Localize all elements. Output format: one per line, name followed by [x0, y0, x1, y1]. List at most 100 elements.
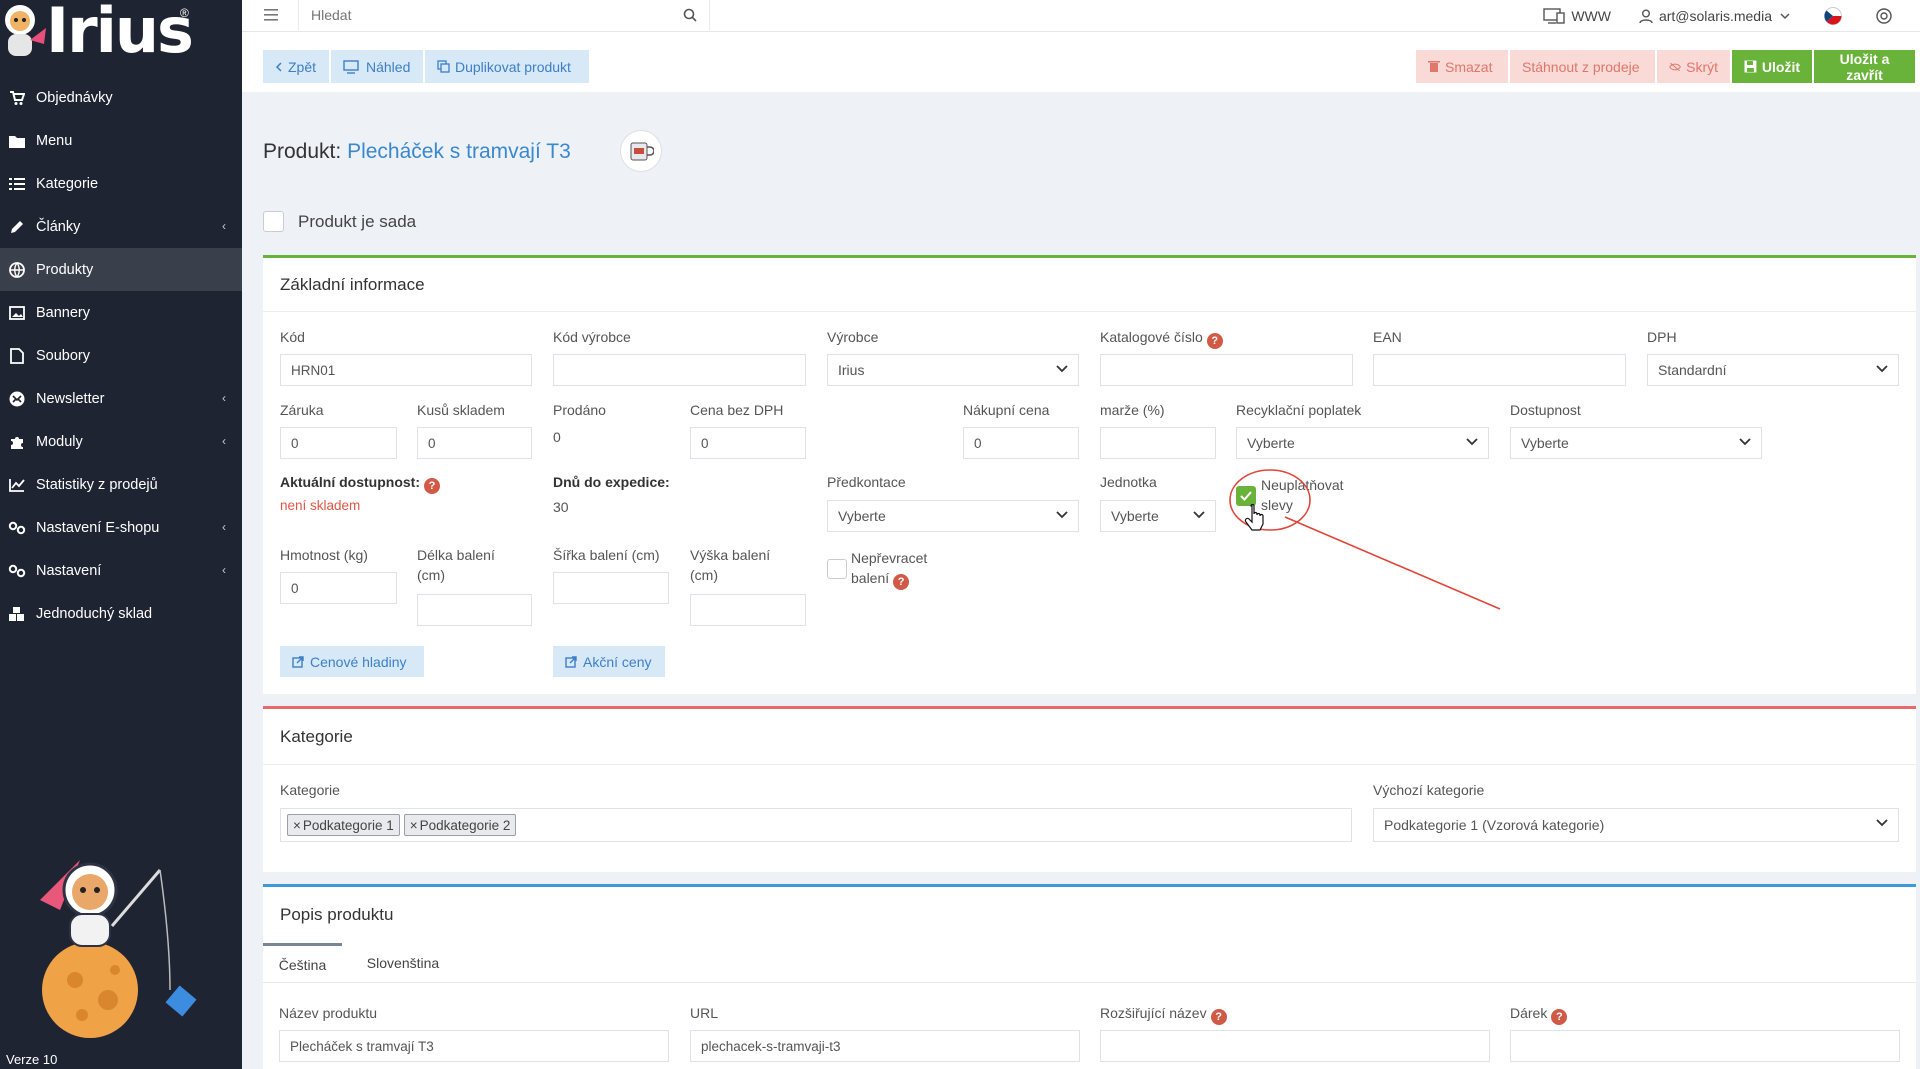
www-label: WWW	[1571, 8, 1611, 24]
chevron-down-icon	[1739, 438, 1751, 446]
language-flag[interactable]	[1824, 7, 1848, 25]
kategorie-label: Kategorie	[280, 782, 340, 798]
sidebar-item-objednavky[interactable]: Objednávky	[0, 76, 242, 119]
save-and-close-button[interactable]: Uložit a zavřít	[1814, 50, 1915, 83]
akcni-ceny-label: Akční ceny	[583, 653, 652, 670]
delete-button[interactable]: Smazat	[1416, 50, 1508, 83]
product-name-title: Plecháček s tramvají T3	[347, 140, 571, 163]
sidebar-item-label: Soubory	[36, 347, 91, 364]
logo[interactable]: Irius ®	[0, 0, 242, 70]
www-link[interactable]: WWW	[1543, 8, 1611, 24]
product-thumbnail[interactable]	[620, 130, 662, 172]
katalogove-cislo-input[interactable]	[1100, 354, 1353, 386]
neuplatnovat-slevy-checkbox[interactable]	[1236, 486, 1256, 506]
kod-vyrobce-label: Kód výrobce	[553, 329, 631, 345]
sidebar-item-soubory[interactable]: Soubory	[0, 334, 242, 377]
akcni-ceny-button[interactable]: Akční ceny	[553, 646, 665, 677]
vychozi-kategorie-select[interactable]: Podkategorie 1 (Vzorová kategorie)	[1373, 808, 1899, 842]
sidebar-item-nastaveni[interactable]: Nastavení ‹	[0, 549, 242, 592]
help-icon[interactable]: ?	[1210, 1009, 1227, 1025]
dostupnost-label: Dostupnost	[1510, 402, 1581, 418]
product-is-set-checkbox[interactable]	[263, 211, 284, 232]
sirka-baleni-input[interactable]	[553, 572, 669, 604]
copy-icon	[437, 60, 450, 73]
basic-info-card: Základní informace	[263, 255, 1916, 694]
kategorie-multiselect[interactable]: × Podkategorie 1 × Podkategorie 2	[280, 808, 1352, 842]
sidebar-item-statistiky[interactable]: Statistiky z prodejů	[0, 463, 242, 506]
preview-button[interactable]: Náhled	[331, 50, 423, 83]
predkontace-select[interactable]: Vyberte	[827, 500, 1079, 532]
marze-input[interactable]	[1100, 427, 1216, 459]
help-icon[interactable]: ?	[424, 478, 440, 494]
vyska-baleni-input[interactable]	[690, 594, 806, 626]
nazev-produktu-input[interactable]: Plecháček s tramvají T3	[279, 1030, 669, 1062]
kusu-skladem-input[interactable]: 0	[417, 427, 532, 459]
help-icon[interactable]: ?	[893, 574, 910, 590]
delka-baleni-input[interactable]	[417, 594, 532, 626]
neprevracet-baleni-line1: Nepřevracet	[851, 550, 928, 566]
sidebar-item-moduly[interactable]: Moduly ‹	[0, 420, 242, 463]
tab-cestina[interactable]: Čeština	[263, 943, 342, 983]
jednotka-select[interactable]: Vyberte	[1100, 500, 1216, 532]
tag-remove-icon[interactable]: ×	[409, 817, 418, 833]
sidebar-item-nastaveni-eshopu[interactable]: Nastavení E-shopu ‹	[0, 506, 242, 549]
basic-info-heading: Základní informace	[263, 258, 1916, 312]
top-bar: WWW art@solaris.media	[242, 0, 1920, 32]
zaruka-input[interactable]: 0	[280, 427, 397, 459]
dostupnost-select[interactable]: Vyberte	[1510, 427, 1762, 459]
dph-select[interactable]: Standardní	[1647, 354, 1899, 386]
preview-label: Náhled	[366, 58, 411, 75]
sidebar-item-kategorie[interactable]: Kategorie	[0, 162, 242, 205]
hmotnost-input[interactable]: 0	[280, 572, 397, 604]
category-tag[interactable]: × Podkategorie 2	[403, 814, 517, 836]
duplicate-product-button[interactable]: Duplikovat produkt	[425, 50, 589, 83]
user-menu[interactable]: art@solaris.media	[1639, 8, 1796, 24]
kod-vyrobce-input[interactable]	[553, 354, 806, 386]
globe-icon	[8, 261, 26, 279]
cenove-hladiny-button[interactable]: Cenové hladiny	[280, 646, 424, 677]
sidebar-item-jednoduchy-sklad[interactable]: Jednoduchý sklad	[0, 592, 242, 635]
help-icon[interactable]: ?	[1206, 333, 1223, 349]
sidebar-item-newsletter[interactable]: Newsletter ‹	[0, 377, 242, 420]
sidebar-item-menu[interactable]: Menu	[0, 119, 242, 162]
aktualni-dostupnost-label: Aktuální dostupnost:?	[280, 472, 440, 494]
ean-input[interactable]	[1373, 354, 1626, 386]
hamburger-menu-icon[interactable]	[264, 8, 280, 22]
neprevracet-baleni-checkbox[interactable]	[827, 559, 847, 579]
category-tag[interactable]: × Podkategorie 1	[287, 814, 400, 836]
withdraw-from-sale-button[interactable]: Stáhnout z prodeje	[1510, 50, 1655, 83]
rozsirujici-nazev-input[interactable]	[1100, 1030, 1490, 1062]
delka-baleni-line2: (cm)	[417, 567, 445, 583]
eye-slash-icon	[1669, 62, 1681, 71]
category-tag-label: Podkategorie 1	[302, 817, 394, 833]
vyrobce-select[interactable]: Irius	[827, 354, 1079, 386]
sidebar-item-produkty[interactable]: Produkty	[0, 248, 242, 291]
tag-remove-icon[interactable]: ×	[293, 817, 301, 833]
cena-bez-dph-input[interactable]: 0	[690, 427, 806, 459]
hide-label: Skrýt	[1686, 58, 1718, 75]
vychozi-kategorie-value: Podkategorie 1 (Vzorová kategorie)	[1384, 817, 1605, 833]
nakupni-cena-input[interactable]: 0	[963, 427, 1079, 459]
url-input[interactable]: plechacek-s-tramvaji-t3	[690, 1030, 1080, 1062]
sidebar-item-bannery[interactable]: Bannery	[0, 291, 242, 334]
nakupni-cena-label: Nákupní cena	[963, 402, 1050, 418]
back-label: Zpět	[288, 58, 317, 75]
katalogove-cislo-text: Katalogové číslo	[1100, 329, 1203, 345]
hide-button[interactable]: Skrýt	[1657, 50, 1730, 83]
back-button[interactable]: Zpět	[263, 50, 329, 83]
url-label: URL	[690, 1005, 719, 1021]
cart-icon	[8, 89, 26, 107]
sidebar-item-clanky[interactable]: Články ‹	[0, 205, 242, 248]
recyklacni-poplatek-select[interactable]: Vyberte	[1236, 427, 1489, 459]
version-label: Verze 10	[6, 1052, 58, 1067]
chevron-down-icon	[1780, 12, 1790, 19]
help-icon[interactable]: ?	[1551, 1009, 1568, 1025]
search-input[interactable]	[299, 0, 659, 30]
chevron-down-icon	[1876, 819, 1888, 827]
kod-input[interactable]: HRN01	[280, 354, 532, 386]
save-button[interactable]: Uložit	[1732, 50, 1812, 83]
power-button[interactable]	[1876, 8, 1898, 24]
darek-input[interactable]	[1510, 1030, 1900, 1062]
tab-slovenstina[interactable]: Slovenština	[366, 955, 440, 971]
search-icon[interactable]	[683, 8, 697, 22]
